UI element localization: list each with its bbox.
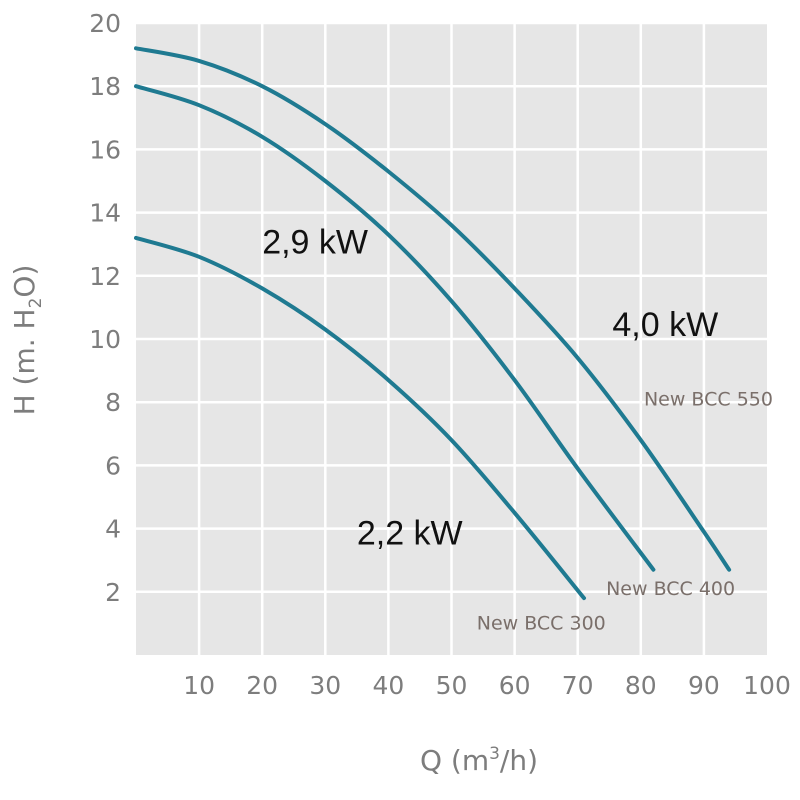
y-tick-label: 12: [89, 262, 121, 291]
x-tick-label: 40: [372, 671, 404, 700]
y-tick-label: 2: [105, 578, 121, 607]
x-tick-label: 10: [183, 671, 215, 700]
y-tick-label: 10: [89, 325, 121, 354]
y-tick-label: 4: [105, 515, 121, 544]
y-tick-labels: 2 4 6 8 10 12 14 16 18 20: [89, 9, 121, 607]
x-tick-label: 100: [743, 671, 791, 700]
curve-new-bcc-550: [134, 46, 732, 572]
power-label: 4,0 kW: [612, 306, 718, 344]
model-label: New BCC 400: [606, 578, 735, 600]
x-tick-label: 80: [625, 671, 657, 700]
series-curves: [134, 46, 732, 601]
power-label: 2,9 kW: [262, 224, 368, 262]
x-axis-label: Q (m3/h): [420, 744, 538, 777]
y-tick-label: 8: [105, 388, 121, 417]
x-tick-label: 60: [499, 671, 531, 700]
model-label: New BCC 300: [477, 613, 606, 635]
x-tick-labels: 10 20 30 40 50 60 70 80 90 100: [183, 671, 791, 700]
x-tick-label: 70: [562, 671, 594, 700]
x-tick-label: 30: [309, 671, 341, 700]
x-tick-label: 20: [246, 671, 278, 700]
x-tick-label: 50: [436, 671, 468, 700]
y-tick-label: 6: [105, 451, 121, 480]
curve-new-bcc-300: [134, 235, 586, 601]
annotations: 2,9 kW 4,0 kW 2,2 kW New BCC 550 New BCC 400…: [262, 224, 773, 635]
grid-lines: [136, 21, 767, 655]
model-label: New BCC 550: [644, 388, 773, 410]
y-tick-label: 16: [89, 135, 121, 164]
curve-new-bcc-400: [134, 84, 656, 572]
x-tick-label: 90: [688, 671, 720, 700]
y-tick-label: 14: [89, 199, 121, 228]
power-label: 2,2 kW: [357, 514, 463, 552]
y-tick-label: 20: [89, 9, 121, 38]
y-axis-label: H (m. H2O): [8, 265, 46, 416]
y-tick-label: 18: [89, 72, 121, 101]
